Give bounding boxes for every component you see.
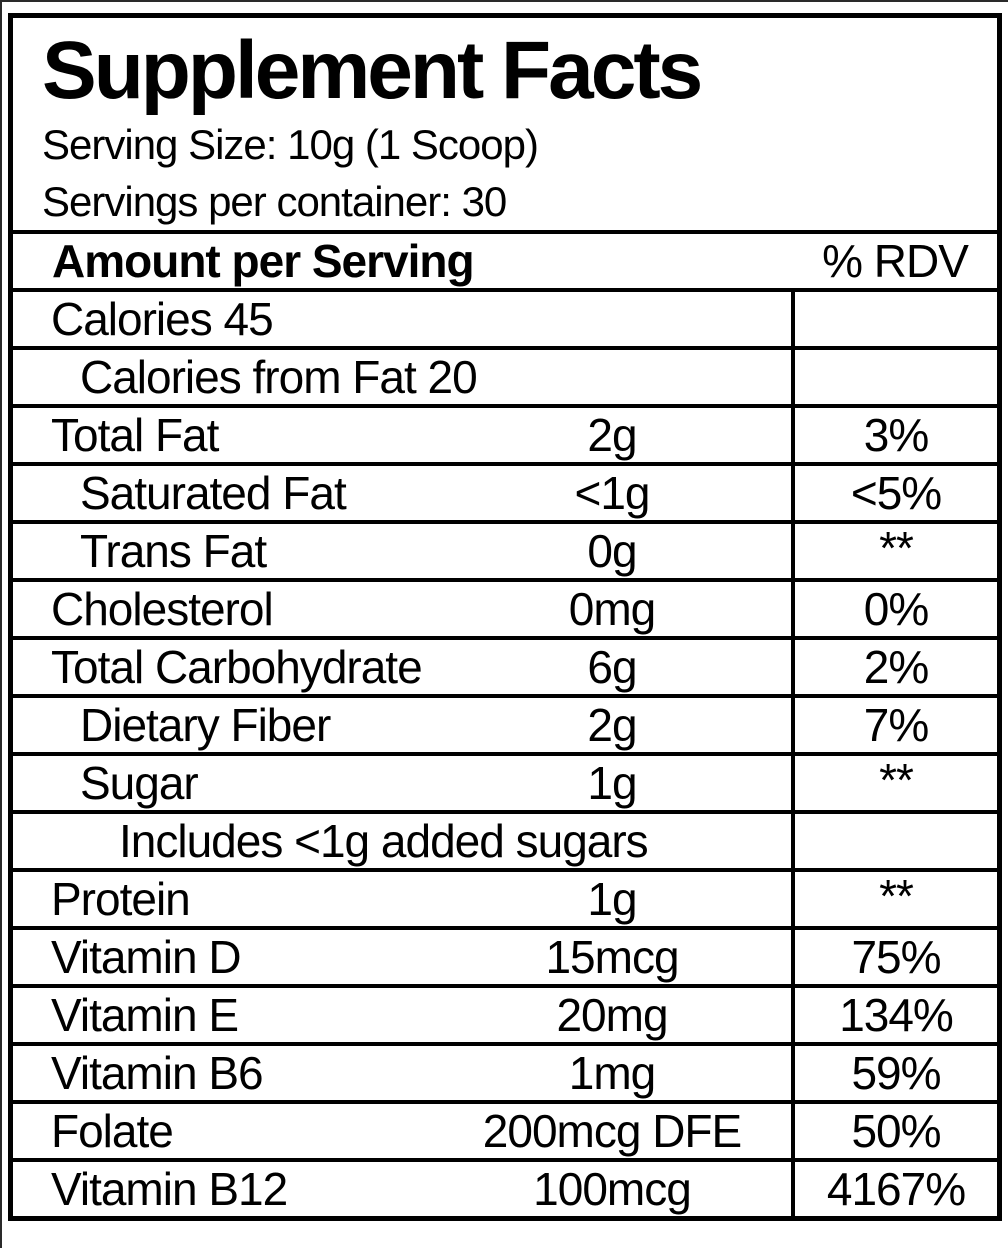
nutrient-amount: 2g	[587, 699, 637, 751]
table-header-row: Amount per Serving % RDV	[13, 234, 997, 290]
nutrient-name: Vitamin D	[51, 931, 242, 983]
table-row: Dietary Fiber 2g 7%	[13, 696, 998, 754]
nutrient-rdv: 134%	[791, 986, 998, 1044]
table-row: Trans Fat 0g **	[13, 522, 998, 580]
nutrient-amount: 1g	[587, 873, 637, 925]
nutrient-name: Folate	[51, 1105, 174, 1157]
nutrient-name: Vitamin B6	[51, 1047, 264, 1099]
nutrition-facts-table: Amount per Serving % RDV Calories 45 Calo…	[13, 234, 998, 1216]
table-row: Vitamin E 20mg 134%	[13, 986, 998, 1044]
nutrient-rdv: **	[791, 870, 998, 928]
table-row: Vitamin B12 100mcg 4167%	[13, 1160, 998, 1216]
nutrient-rdv: 75%	[791, 928, 998, 986]
nutrient-amount: 100mcg	[533, 1163, 692, 1215]
table-row: Total Carbohydrate 6g 2%	[13, 638, 998, 696]
nutrient-amount: 6g	[587, 641, 637, 693]
nutrient-rdv: 0%	[791, 580, 998, 638]
nutrient-rdv	[791, 290, 998, 348]
nutrient-name: Dietary Fiber	[80, 699, 331, 751]
table-row: Includes <1g added sugars	[13, 812, 998, 870]
nutrient-amount: 0g	[587, 525, 637, 577]
nutrient-rdv: <5%	[791, 464, 998, 522]
table-row: Saturated Fat <1g <5%	[13, 464, 998, 522]
nutrient-name: Saturated Fat	[80, 467, 347, 519]
nutrient-rdv: **	[791, 754, 998, 812]
screen-edge-line-top	[0, 0, 1008, 2]
nutrient-name: Calories from Fat 20	[80, 351, 478, 403]
nutrient-amount: 200mcg DFE	[482, 1105, 742, 1157]
nutrient-name: Calories 45	[51, 293, 274, 345]
nutrient-amount: 1g	[587, 757, 637, 809]
supplement-facts-label: Supplement Facts Serving Size: 10g (1 Sc…	[8, 13, 1002, 1221]
nutrient-name: Total Fat	[51, 409, 219, 461]
nutrient-rdv: 7%	[791, 696, 998, 754]
table-row: Folate 200mcg DFE 50%	[13, 1102, 998, 1160]
nutrient-rdv: **	[791, 522, 998, 580]
nutrient-rdv: 3%	[791, 406, 998, 464]
nutrient-name: Cholesterol	[51, 583, 274, 635]
servings-per-container-text: Servings per container: 30	[42, 178, 507, 226]
table-row: Vitamin B6 1mg 59%	[13, 1044, 998, 1102]
nutrient-rdv: 4167%	[791, 1160, 998, 1216]
nutrient-rdv	[791, 812, 998, 870]
nutrient-name: Sugar	[80, 757, 199, 809]
nutrient-rdv: 50%	[791, 1102, 998, 1160]
nutrient-name: Protein	[51, 873, 191, 925]
label-title: Supplement Facts	[42, 25, 703, 116]
nutrient-rdv: 59%	[791, 1044, 998, 1102]
nutrient-amount: <1g	[574, 467, 650, 519]
nutrient-name: Includes <1g added sugars	[119, 815, 649, 867]
table-row: Protein 1g **	[13, 870, 998, 928]
nutrient-rdv	[791, 348, 998, 406]
nutrient-amount: 20mg	[556, 989, 668, 1041]
screen-edge-line-left	[0, 0, 2, 1248]
rdv-header: % RDV	[822, 235, 969, 287]
table-row: Calories 45	[13, 290, 998, 348]
nutrient-amount: 0mg	[568, 583, 656, 635]
nutrient-name: Vitamin B12	[51, 1163, 288, 1215]
serving-size-text: Serving Size: 10g (1 Scoop)	[42, 121, 539, 168]
nutrient-rdv: 2%	[791, 638, 998, 696]
table-row: Total Fat 2g 3%	[13, 406, 998, 464]
table-row: Calories from Fat 20	[13, 348, 998, 406]
nutrient-amount: 2g	[587, 409, 637, 461]
nutrient-name: Vitamin E	[51, 989, 239, 1041]
nutrient-name: Total Carbohydrate	[51, 641, 423, 693]
amount-per-serving-header: Amount per Serving	[52, 235, 475, 287]
nutrient-amount: 1mg	[568, 1047, 656, 1099]
nutrient-name: Trans Fat	[80, 525, 267, 577]
table-row: Vitamin D 15mcg 75%	[13, 928, 998, 986]
table-row: Cholesterol 0mg 0%	[13, 580, 998, 638]
table-row: Sugar 1g **	[13, 754, 998, 812]
nutrient-amount: 15mcg	[545, 931, 679, 983]
label-header-section: Supplement Facts Serving Size: 10g (1 Sc…	[13, 18, 997, 234]
